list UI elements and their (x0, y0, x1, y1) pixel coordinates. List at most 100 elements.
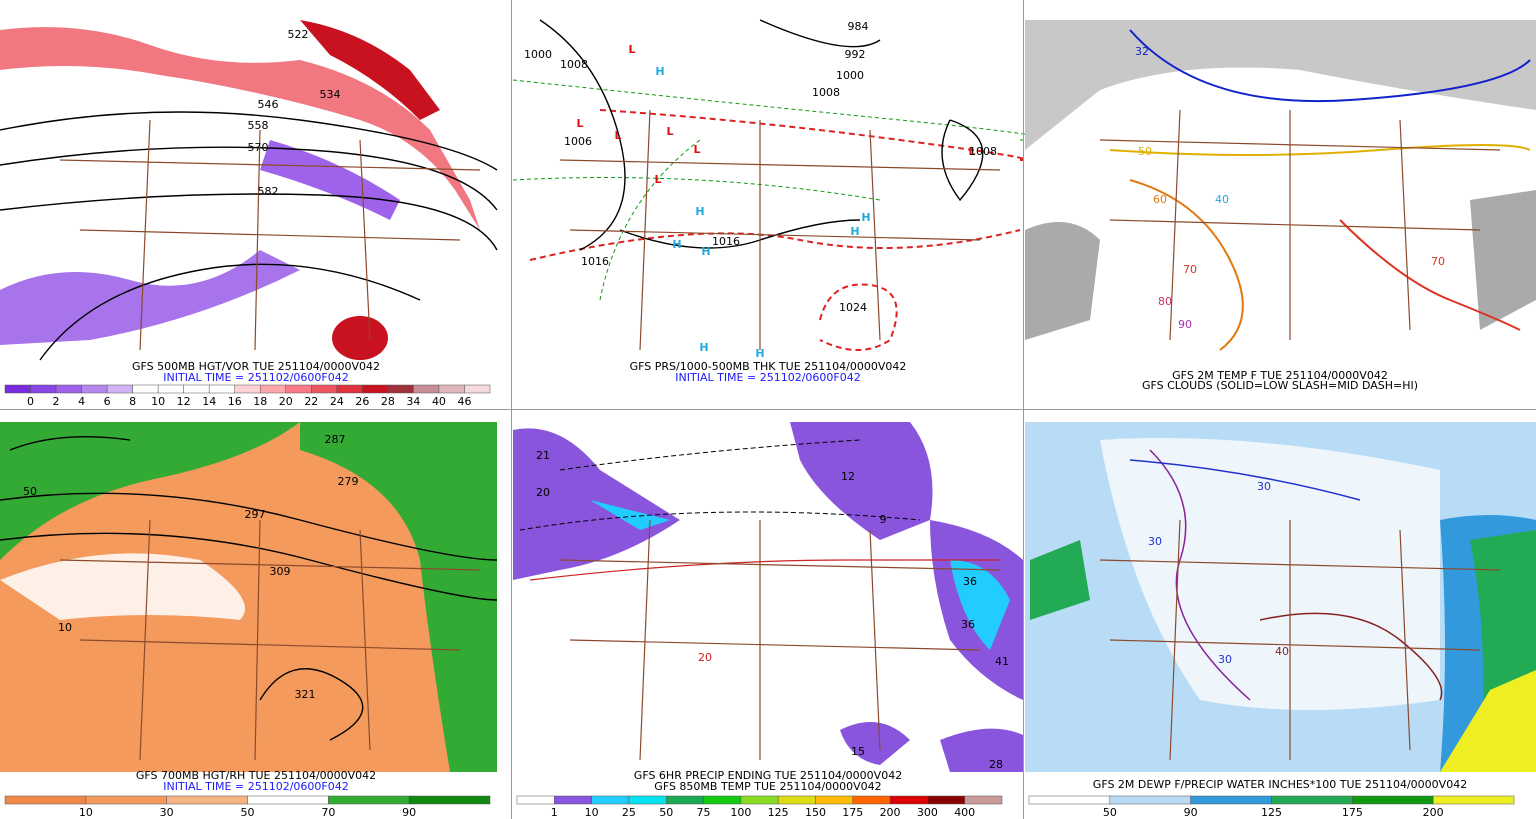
pressure-center: H (699, 341, 708, 354)
contour-label: 321 (295, 688, 316, 701)
contour-label: 287 (325, 433, 346, 446)
colorbar-segment (740, 795, 779, 805)
contour-label: 1016 (581, 255, 609, 268)
colorbar-label: 40 (432, 395, 446, 408)
contour-label: 30 (1257, 480, 1271, 493)
contour-label: 1000 (524, 48, 552, 61)
colorbar-label: 50 (241, 806, 255, 819)
panel-caption: GFS 2M DEWP F/PRECIP WATER INCHES*100 TU… (1093, 778, 1467, 791)
colorbar-label: 70 (321, 806, 335, 819)
contour-label: 32 (1135, 45, 1149, 58)
colorbar-segment (777, 795, 816, 805)
colorbar-label: 10 (585, 806, 599, 819)
colorbar-segment (166, 795, 248, 805)
colorbar-label: 400 (954, 806, 975, 819)
colorbar-label: 14 (202, 395, 216, 408)
colorbar-segment (464, 384, 491, 394)
colorbar-segment (234, 384, 261, 394)
colorbar-segment (1109, 795, 1191, 805)
contour-label: 1006 (564, 135, 592, 148)
colorbar-segment (362, 384, 389, 394)
contour-label: 1008 (969, 145, 997, 158)
map-pressure-thickness (512, 14, 1044, 362)
colorbar-label: 4 (78, 395, 85, 408)
pressure-center: H (655, 65, 664, 78)
colorbar-segment (132, 384, 159, 394)
colorbar-label: 25 (622, 806, 636, 819)
contour-label: 20 (536, 486, 550, 499)
colorbar-segment (1432, 795, 1515, 805)
pressure-center: H (701, 245, 710, 258)
contour-label: 36 (961, 618, 975, 631)
colorbar-label: 16 (228, 395, 242, 408)
colorbar-segment (665, 795, 704, 805)
pressure-center: H (695, 205, 704, 218)
colorbar-segment (311, 384, 338, 394)
pressure-center: L (628, 43, 635, 56)
panel-caption: GFS 2M TEMP F TUE 251104/0000V042 (1172, 369, 1388, 382)
colorbar-segment (1352, 795, 1434, 805)
colorbar-label: 125 (1261, 806, 1282, 819)
pressure-center: L (693, 143, 700, 156)
colorbar-label: 12 (177, 395, 191, 408)
contour-label: 1008 (560, 58, 588, 71)
colorbar-segment (516, 795, 555, 805)
colorbar-label: 300 (917, 806, 938, 819)
colorbar-segment (889, 795, 928, 805)
colorbar-segment (85, 795, 167, 805)
contour-label: 15 (851, 745, 865, 758)
colorbar-segment (413, 384, 440, 394)
colorbar-segment (81, 384, 108, 394)
colorbar-segment (554, 795, 592, 805)
colorbar-label: 75 (697, 806, 711, 819)
pressure-center: H (755, 347, 764, 360)
colorbar-label: 26 (355, 395, 369, 408)
colorbar-segment (852, 795, 891, 805)
contour-label: 534 (320, 88, 341, 101)
colorbar-label: 24 (330, 395, 344, 408)
colorbar-segment (628, 795, 667, 805)
colorbar-label: 90 (402, 806, 416, 819)
colorbar-segment (285, 384, 312, 394)
colorbar-label: 175 (842, 806, 863, 819)
colorbar-label: 18 (253, 395, 267, 408)
pressure-center: L (666, 125, 673, 138)
contour-label: 41 (995, 655, 1009, 668)
contour-label: 9 (880, 513, 887, 526)
colorbar-segment (157, 384, 184, 394)
colorbar-segment (328, 795, 410, 805)
colorbar-label: 50 (1103, 806, 1117, 819)
colorbar-segment (208, 384, 235, 394)
contour-label: 1016 (712, 235, 740, 248)
contour-label: 522 (288, 28, 309, 41)
colorbar-label: 22 (304, 395, 318, 408)
contour-label: 20 (698, 651, 712, 664)
contour-label: 570 (248, 141, 269, 154)
colorbar-segment (815, 795, 854, 805)
colorbar-label: 150 (805, 806, 826, 819)
panel-caption: INITIAL TIME = 251102/0600F042 (163, 780, 348, 793)
colorbar-segment (438, 384, 465, 394)
map-dewpoint-pwat (1025, 422, 1536, 772)
colorbar-segment (247, 795, 329, 805)
colorbar-label: 100 (730, 806, 751, 819)
colorbar-segment (55, 384, 82, 394)
contour-label: 50 (1138, 145, 1152, 158)
contour-label: 10 (58, 621, 72, 634)
contour-label: 309 (270, 565, 291, 578)
colorbar-label: 0 (27, 395, 34, 408)
colorbar-segment (591, 795, 630, 805)
colorbar-label: 28 (381, 395, 395, 408)
colorbar-segment (1028, 795, 1111, 805)
contour-label: 40 (1215, 193, 1229, 206)
contour-label: 297 (245, 508, 266, 521)
contour-label: 30 (1148, 535, 1162, 548)
colorbar-label: 200 (880, 806, 901, 819)
colorbar-label: 46 (457, 395, 471, 408)
contour-label: 12 (841, 470, 855, 483)
panel-caption: INITIAL TIME = 251102/0600F042 (675, 371, 860, 384)
panel-caption: GFS 850MB TEMP TUE 251104/0000V042 (654, 780, 881, 793)
colorbar-label: 10 (79, 806, 93, 819)
contour-label: 984 (848, 20, 869, 33)
